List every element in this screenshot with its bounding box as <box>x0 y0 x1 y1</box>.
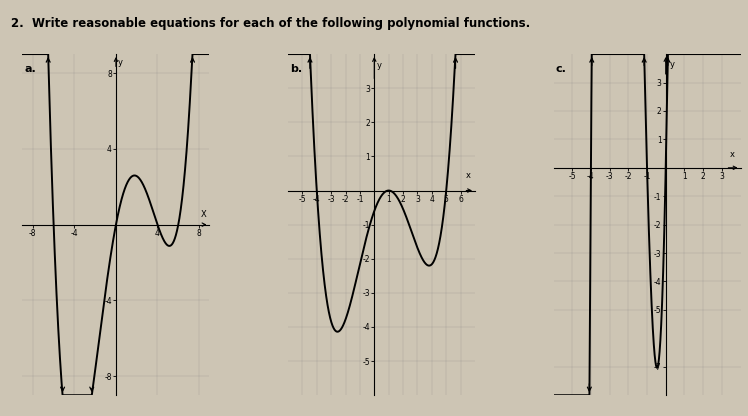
Text: y: y <box>377 61 382 70</box>
Text: y: y <box>669 60 675 69</box>
Text: X: X <box>200 210 206 219</box>
Text: 2.  Write reasonable equations for each of the following polynomial functions.: 2. Write reasonable equations for each o… <box>11 17 530 30</box>
Text: x: x <box>730 150 735 159</box>
Text: b.: b. <box>290 64 302 74</box>
Text: a.: a. <box>24 64 36 74</box>
Text: y: y <box>118 58 123 67</box>
Text: c.: c. <box>555 64 566 74</box>
Text: x: x <box>466 171 470 180</box>
